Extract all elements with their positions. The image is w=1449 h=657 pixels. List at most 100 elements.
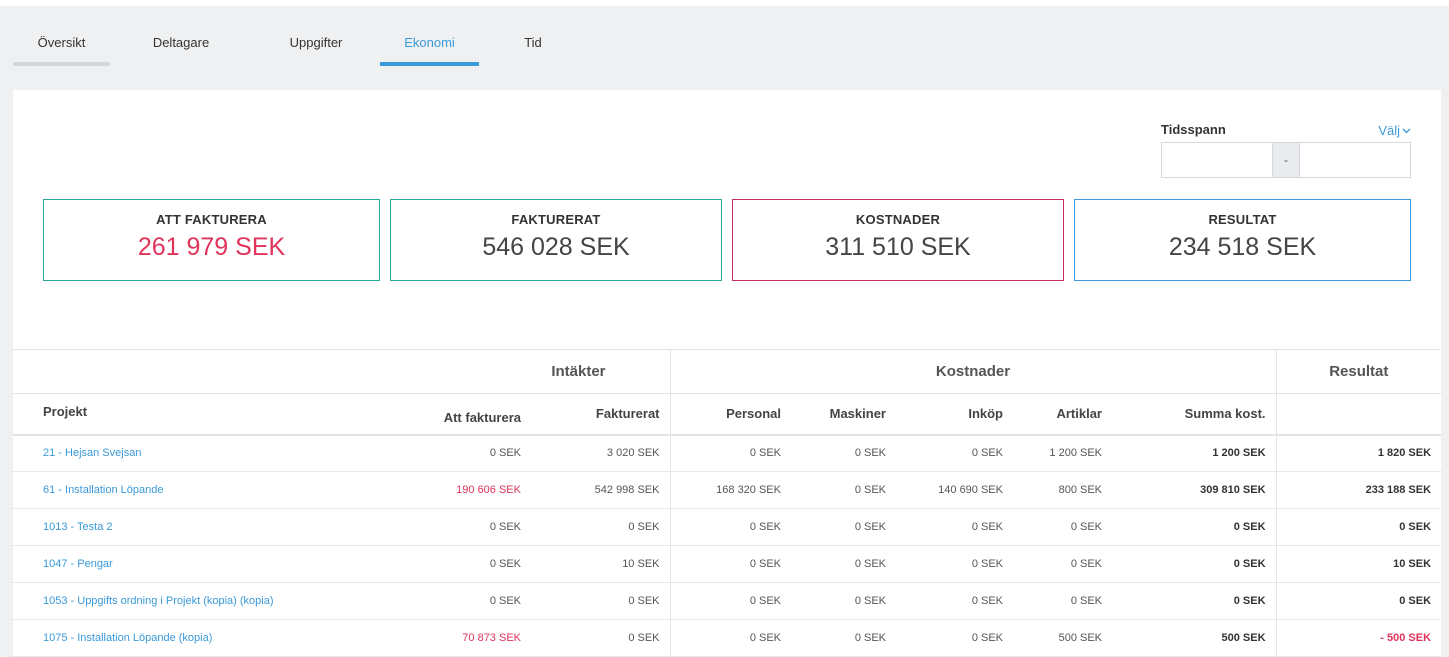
cell-personal: 168 320 SEK xyxy=(670,471,791,509)
kpi-title: KOSTNADER xyxy=(855,212,941,227)
cell-artiklar: 0 SEK xyxy=(1013,508,1112,546)
tab-oversikt[interactable]: Översikt xyxy=(13,26,110,66)
cell-fakturerat: 3 020 SEK xyxy=(531,434,671,472)
date-to-input[interactable] xyxy=(1300,143,1410,177)
cell-fakturerat: 542 998 SEK xyxy=(531,471,671,509)
kpi-att-fakturera: ATT FAKTURERA 261 979 SEK xyxy=(43,199,380,281)
cell-att-fakturera: 0 SEK xyxy=(389,545,531,583)
tab-bar: Översikt Deltagare Uppgifter Ekonomi Tid xyxy=(13,26,587,66)
cell-resultat: 1 820 SEK xyxy=(1276,434,1442,472)
group-intakter: Intäkter xyxy=(13,349,671,394)
tab-underline xyxy=(13,62,110,66)
cell-maskiner: 0 SEK xyxy=(791,545,896,583)
col-resultat xyxy=(1276,393,1442,436)
cell-summa-kost: 1 200 SEK xyxy=(1112,434,1277,472)
col-personal[interactable]: Personal xyxy=(670,393,791,436)
kpi-value: 311 510 SEK xyxy=(825,233,971,261)
table-row: 1075 - Installation Löpande (kopia) 70 8… xyxy=(13,619,1442,657)
group-kostnader: Kostnader xyxy=(670,349,1277,394)
kpi-title: RESULTAT xyxy=(1208,212,1277,227)
cell-personal: 0 SEK xyxy=(670,434,791,472)
table-row: 21 - Hejsan Svejsan 0 SEK 3 020 SEK 0 SE… xyxy=(13,434,1442,472)
cell-maskiner: 0 SEK xyxy=(791,582,896,620)
col-summa-kost[interactable]: Summa kost. xyxy=(1112,393,1277,436)
cell-maskiner: 0 SEK xyxy=(791,619,896,657)
tab-deltagare[interactable]: Deltagare xyxy=(110,26,252,66)
cell-inkop: 0 SEK xyxy=(896,545,1013,583)
project-link[interactable]: 1075 - Installation Löpande (kopia) xyxy=(13,619,389,657)
cell-att-fakturera: 70 873 SEK xyxy=(389,619,531,657)
kpi-title: ATT FAKTURERA xyxy=(156,212,267,227)
kpi-fakturerat: FAKTURERAT 546 028 SEK xyxy=(390,199,722,281)
tab-label: Ekonomi xyxy=(404,35,455,50)
col-fakturerat[interactable]: Fakturerat xyxy=(531,393,671,436)
cell-artiklar: 500 SEK xyxy=(1013,619,1112,657)
group-header-row: Intäkter Kostnader Resultat xyxy=(13,349,1442,394)
tab-label: Uppgifter xyxy=(289,35,343,50)
cell-inkop: 0 SEK xyxy=(896,508,1013,546)
col-inkop[interactable]: Inköp xyxy=(896,393,1013,436)
tab-tid[interactable]: Tid xyxy=(479,26,587,66)
col-artiklar[interactable]: Artiklar xyxy=(1013,393,1112,436)
cell-personal: 0 SEK xyxy=(670,545,791,583)
tab-underline xyxy=(479,62,587,66)
date-from-input[interactable] xyxy=(1162,143,1272,177)
timespan-label: Tidsspann xyxy=(1161,122,1226,137)
table-row: 61 - Installation Löpande 190 606 SEK 54… xyxy=(13,471,1442,509)
cell-att-fakturera: 0 SEK xyxy=(389,434,531,472)
tab-label: Tid xyxy=(524,35,542,50)
cell-resultat: 0 SEK xyxy=(1276,508,1442,546)
project-link[interactable]: 1013 - Testa 2 xyxy=(13,508,389,546)
cell-summa-kost: 500 SEK xyxy=(1112,619,1277,657)
cell-fakturerat: 0 SEK xyxy=(531,582,671,620)
kpi-value: 261 979 SEK xyxy=(137,233,286,261)
column-header-row: Projekt Att fakturera Fakturerat Persona… xyxy=(13,393,1442,436)
table-row: 1047 - Pengar 0 SEK 10 SEK 0 SEK 0 SEK 0… xyxy=(13,545,1442,583)
col-maskiner[interactable]: Maskiner xyxy=(791,393,896,436)
cell-resultat: 233 188 SEK xyxy=(1276,471,1442,509)
cell-resultat: 10 SEK xyxy=(1276,545,1442,583)
project-link[interactable]: 1053 - Uppgifts ordning i Projekt (kopia… xyxy=(13,582,389,620)
kpi-resultat: RESULTAT 234 518 SEK xyxy=(1074,199,1411,281)
economy-panel: Tidsspann Välj - ATT FAKTURERA 261 979 S… xyxy=(13,90,1442,657)
cell-att-fakturera: 0 SEK xyxy=(389,582,531,620)
group-resultat: Resultat xyxy=(1276,349,1442,394)
tab-ekonomi[interactable]: Ekonomi xyxy=(380,26,479,66)
kpi-title: FAKTURERAT xyxy=(511,212,601,227)
top-strip xyxy=(0,0,1449,6)
cell-att-fakturera: 190 606 SEK xyxy=(389,471,531,509)
table-row: 1053 - Uppgifts ordning i Projekt (kopia… xyxy=(13,582,1442,620)
choose-label: Välj xyxy=(1378,123,1400,138)
kpi-value: 546 028 SEK xyxy=(482,233,630,261)
cell-fakturerat: 0 SEK xyxy=(531,619,671,657)
cell-artiklar: 800 SEK xyxy=(1013,471,1112,509)
cell-att-fakturera: 0 SEK xyxy=(389,508,531,546)
cell-resultat: - 500 SEK xyxy=(1276,619,1442,657)
tab-underline-active xyxy=(380,62,479,66)
project-link[interactable]: 21 - Hejsan Svejsan xyxy=(13,434,389,472)
project-link[interactable]: 61 - Installation Löpande xyxy=(13,471,389,509)
tab-label: Översikt xyxy=(37,35,86,50)
cell-summa-kost: 0 SEK xyxy=(1112,545,1277,583)
cell-personal: 0 SEK xyxy=(670,582,791,620)
project-link[interactable]: 1047 - Pengar xyxy=(13,545,389,583)
cell-inkop: 0 SEK xyxy=(896,434,1013,472)
cell-summa-kost: 0 SEK xyxy=(1112,508,1277,546)
cell-personal: 0 SEK xyxy=(670,619,791,657)
cell-summa-kost: 0 SEK xyxy=(1112,582,1277,620)
table-row: 1013 - Testa 2 0 SEK 0 SEK 0 SEK 0 SEK 0… xyxy=(13,508,1442,546)
chevron-down-icon xyxy=(1402,128,1411,134)
kpi-value: 234 518 SEK xyxy=(1168,233,1317,261)
choose-timespan-dropdown[interactable]: Välj xyxy=(1378,123,1411,138)
tab-underline xyxy=(252,62,380,66)
col-att-fakturera[interactable]: Att fakturera xyxy=(389,393,531,436)
date-separator: - xyxy=(1272,143,1300,177)
col-projekt[interactable]: Projekt xyxy=(13,393,389,436)
tab-uppgifter[interactable]: Uppgifter xyxy=(252,26,380,66)
tab-label: Deltagare xyxy=(152,35,210,50)
cell-summa-kost: 309 810 SEK xyxy=(1112,471,1277,509)
cell-inkop: 0 SEK xyxy=(896,582,1013,620)
kpi-kostnader: KOSTNADER 311 510 SEK xyxy=(732,199,1064,281)
date-range-picker: - xyxy=(1161,142,1411,178)
cell-maskiner: 0 SEK xyxy=(791,434,896,472)
